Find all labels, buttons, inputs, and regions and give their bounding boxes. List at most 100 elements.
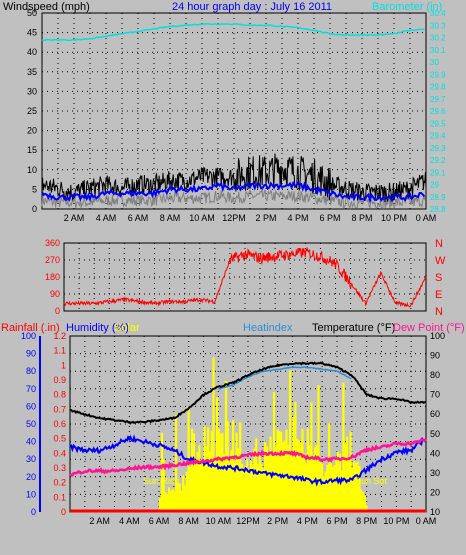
humidity-y-tick-label: 50 — [26, 419, 36, 429]
barometer-y-tick-label: 29.9 — [430, 70, 446, 79]
wind-y-tick-label: 15 — [27, 145, 37, 155]
compass-tick-label: W — [435, 255, 446, 267]
solar-bar — [265, 446, 268, 512]
temperature-y-tick-label: 20 — [430, 487, 440, 497]
solar-bar — [340, 470, 343, 512]
solar-bar — [326, 464, 329, 512]
temperature-y-tick-label: 10 — [430, 507, 440, 517]
solar-bar — [356, 461, 359, 512]
humidity-y-tick-label: 20 — [26, 472, 36, 482]
barometer-y-tick-label: 30.2 — [430, 34, 446, 43]
solar-bar — [224, 380, 228, 512]
solar-bar — [248, 469, 251, 512]
humidity-y-tick-label: 0 — [31, 507, 36, 517]
solar-bar — [328, 423, 331, 512]
rainfall-y-tick-label: 0.3 — [53, 463, 66, 473]
barometer-y-tick-label: 29.4 — [430, 132, 446, 141]
dewpoint-line — [69, 438, 428, 477]
solar-bar — [201, 459, 204, 512]
solar-bar — [360, 489, 363, 512]
solar-bar — [216, 397, 219, 512]
wind-x-tick-label: 4 PM — [287, 213, 308, 223]
direction-y-tick-label: 0 — [55, 306, 60, 316]
solar-bar — [267, 456, 270, 512]
temp-x-tick-label: 2 AM — [89, 516, 110, 526]
solar-bar — [361, 492, 365, 512]
barometer-y-tick-label: 29.2 — [430, 156, 446, 165]
wind-x-tick-label: 2 PM — [255, 213, 276, 223]
humidity-y-tick-label: 10 — [26, 489, 36, 499]
windspeed-line — [41, 153, 427, 203]
solar-bar — [199, 461, 203, 512]
temp-x-tick-label: 10 AM — [206, 516, 232, 526]
solar-bar — [363, 495, 366, 512]
humidity-line — [69, 434, 427, 487]
barometer-line — [41, 23, 425, 42]
solar-bar — [253, 448, 256, 512]
temperature-y-tick-label: 50 — [430, 429, 440, 439]
barometer-y-tick-label: 29.3 — [430, 144, 446, 153]
wind-direction-line — [63, 247, 427, 308]
solar-bar — [235, 432, 238, 512]
direction-y-tick-label: 90 — [50, 289, 60, 299]
humidity-y-tick-label: 80 — [26, 366, 36, 376]
wind-y-tick-label: 45 — [27, 28, 37, 38]
solar-bar — [208, 451, 211, 512]
solar-bar — [276, 429, 279, 512]
humidity-y-tick-label: 40 — [26, 437, 36, 447]
solar-bar — [285, 429, 288, 512]
wind-x-tick-label: 0 AM — [416, 213, 437, 223]
temperature-y-tick-label: 30 — [430, 468, 440, 478]
barometer-y-tick-label: 30.3 — [430, 21, 446, 30]
temp-x-tick-label: 0 AM — [416, 516, 437, 526]
solar-bar — [297, 440, 300, 512]
wind-x-tick-label: 4 AM — [96, 213, 117, 223]
solar-bar — [212, 357, 215, 512]
solar-bar — [324, 471, 327, 512]
solar-bar — [288, 370, 292, 512]
solar-bar — [210, 431, 213, 512]
temp-x-tick-label: 8 PM — [356, 516, 377, 526]
solar-bar — [207, 427, 210, 512]
solar-bar — [228, 461, 231, 512]
temp-x-tick-label: 12PM — [236, 516, 260, 526]
solar-bar — [262, 468, 265, 512]
solar-bar — [159, 498, 162, 512]
solar-bar — [203, 425, 206, 512]
temperature-y-tick-label: 70 — [430, 390, 440, 400]
solar-bar — [271, 453, 274, 512]
solar-bar — [335, 460, 338, 512]
solar-bar — [331, 467, 334, 512]
sunset-label: Sun Set — [355, 476, 388, 486]
solar-bar — [278, 430, 281, 512]
solar-bar — [256, 463, 260, 512]
solar-bar — [274, 446, 277, 512]
temperature-y-tick-label: 60 — [430, 409, 440, 419]
solar-bar — [306, 428, 309, 512]
direction-series — [63, 247, 427, 308]
solar-bar — [192, 433, 195, 512]
solar-bar — [315, 444, 318, 512]
solar-bar — [249, 461, 252, 512]
barometer-y-tick-label: 28.8 — [430, 205, 446, 214]
temp-x-tick-label: 2 PM — [267, 516, 288, 526]
rainfall-y-tick-label: 0.6 — [53, 419, 66, 429]
barometer-y-tick-label: 29.1 — [430, 168, 446, 177]
temp-tick-labels: 0 10 20 30 40 50 60 70 80 90 100 0 0.1 0.2 0.3 0.4 0.5 0.… — [21, 331, 445, 526]
rainfall-axis-label: Rainfall (.in) — [1, 322, 60, 334]
wind-x-tick-label: 6 PM — [319, 213, 340, 223]
humidity-y-tick-label: 60 — [26, 401, 36, 411]
solar-bar — [242, 468, 245, 512]
humidity-axis-label: Humidity (%) — [66, 322, 129, 334]
rainfall-y-tick-label: 1 — [61, 360, 66, 370]
solar-bar — [329, 460, 333, 512]
wind-x-tick-label: 12PM — [222, 213, 246, 223]
solar-bar — [292, 417, 295, 512]
solar-bar — [162, 459, 165, 512]
solar-bar — [347, 458, 350, 512]
wind-y-tick-label: 25 — [27, 106, 37, 116]
wind-x-tick-label: 2 AM — [64, 213, 85, 223]
solar-bar — [217, 428, 220, 512]
barometer-y-tick-label: 29.8 — [430, 83, 446, 92]
solar-base — [161, 494, 361, 512]
